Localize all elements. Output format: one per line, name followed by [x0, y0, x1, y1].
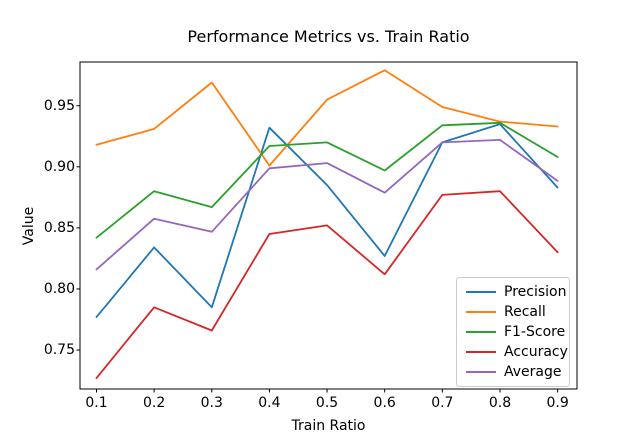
legend-label: Precision [504, 284, 567, 300]
y-tick-label: 0.85 [43, 219, 75, 236]
legend-label: F1-Score [504, 324, 566, 340]
x-axis-label: Train Ratio [291, 418, 366, 434]
legend-line-sample [466, 291, 496, 293]
x-tick-label: 0.8 [488, 395, 512, 411]
legend-label: Recall [504, 304, 546, 320]
x-tick-label: 0.9 [546, 395, 569, 411]
series-line-f1-score [95, 121, 559, 239]
legend-item-recall: Recall [466, 302, 569, 322]
legend-line-sample [466, 331, 496, 333]
legend-line-sample [466, 351, 496, 353]
series-line-precision [95, 123, 559, 319]
legend-item-f1-score: F1-Score [466, 322, 569, 342]
y-tick-label: 0.80 [43, 280, 75, 297]
legend-label: Average [504, 364, 562, 380]
y-tick-label: 0.90 [43, 158, 75, 175]
series-line-average [95, 138, 559, 271]
series-line-accuracy [95, 190, 559, 380]
series-line-recall [95, 69, 559, 167]
x-tick-label: 0.6 [373, 395, 396, 411]
x-tick-label: 0.2 [142, 395, 166, 411]
x-tick-label: 0.1 [85, 395, 108, 411]
legend-item-precision: Precision [466, 282, 569, 302]
legend: Precision Recall F1-Score Accuracy Average [456, 277, 570, 387]
legend-label: Accuracy [504, 344, 568, 360]
legend-line-sample [466, 311, 496, 313]
legend-line-sample [466, 371, 496, 373]
x-tick-label: 0.5 [315, 395, 339, 411]
y-tick-label: 0.75 [43, 342, 75, 359]
x-tick-label: 0.4 [258, 395, 281, 411]
chart-title: Performance Metrics vs. Train Ratio [187, 27, 470, 46]
legend-item-average: Average [466, 362, 569, 382]
y-tick-label: 0.95 [43, 97, 75, 114]
x-tick-label: 0.7 [431, 395, 454, 411]
y-axis-label: Value [21, 206, 37, 246]
legend-item-accuracy: Accuracy [466, 342, 569, 362]
x-tick-label: 0.3 [200, 395, 223, 411]
